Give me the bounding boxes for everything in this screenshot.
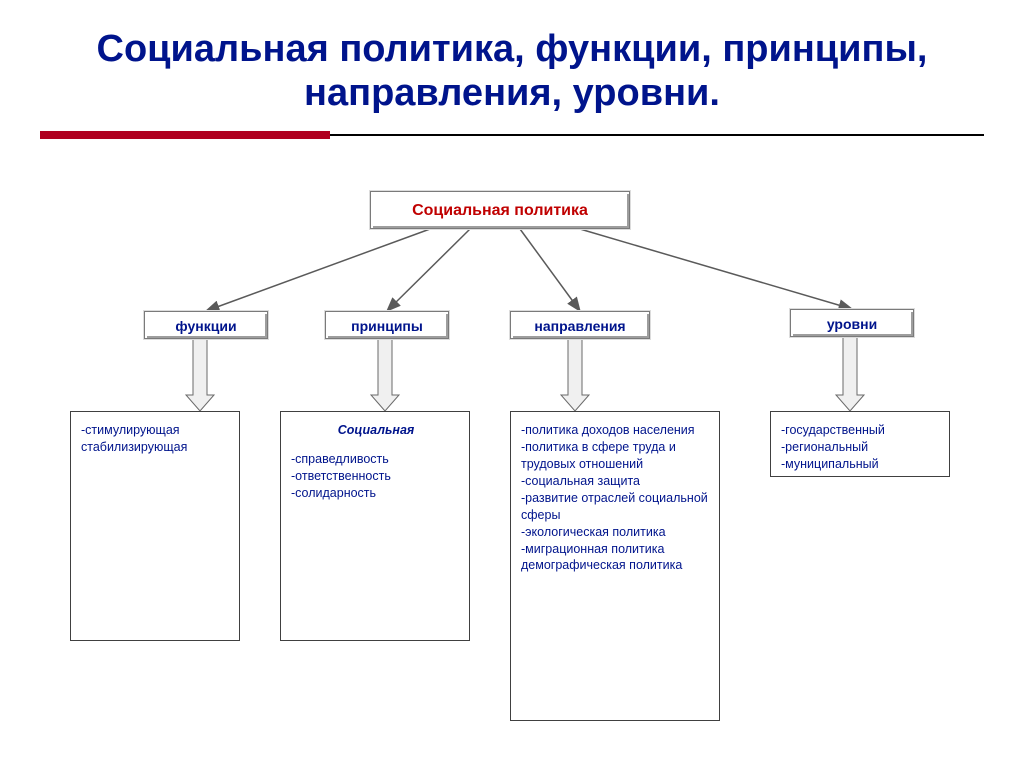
leaf-heading: Социальная xyxy=(291,422,461,439)
leaf-item: -развитие отраслей социальной сферы xyxy=(521,490,711,524)
leaf-item: -солидарность xyxy=(291,485,461,502)
leaf-direct: -политика доходов населения-политика в с… xyxy=(510,411,720,721)
block-arrow xyxy=(561,339,589,411)
branch-levels: уровни xyxy=(790,309,914,337)
branch-funcs: функции xyxy=(144,311,268,339)
leaf-item: -муниципальный xyxy=(781,456,941,473)
title-rule xyxy=(40,131,984,141)
leaf-item: -государственный xyxy=(781,422,941,439)
leaf-item: -экологическая политика xyxy=(521,524,711,541)
leaf-item: -политика в сфере труда и трудовых отнош… xyxy=(521,439,711,473)
connector-line xyxy=(206,229,430,311)
connector-line xyxy=(387,229,470,311)
leaf-item: -миграционная политика демографическая п… xyxy=(521,541,711,575)
connector-line xyxy=(580,229,852,309)
leaf-levels: -государственный-региональный-муниципаль… xyxy=(770,411,950,477)
root-label: Социальная политика xyxy=(412,202,588,219)
branch-direct: направления xyxy=(510,311,650,339)
block-arrow xyxy=(836,337,864,411)
slide-title: Социальная политика, функции, принципы, … xyxy=(0,0,1024,127)
leaf-princ: Социальная -справедливость-ответственност… xyxy=(280,411,470,641)
connector-line xyxy=(520,229,580,311)
diagram-canvas: Социальная политика функции принципы напра… xyxy=(0,141,1024,761)
leaf-item: -справедливость xyxy=(291,451,461,468)
leaf-funcs: -стимулирующаястабилизирующая xyxy=(70,411,240,641)
block-arrow xyxy=(186,339,214,411)
leaf-item: -политика доходов населения xyxy=(521,422,711,439)
leaf-item: -стимулирующая xyxy=(81,422,231,439)
leaf-item: -региональный xyxy=(781,439,941,456)
block-arrow xyxy=(371,339,399,411)
branch-princ: принципы xyxy=(325,311,449,339)
title-rule-accent xyxy=(40,131,330,139)
root-node: Социальная политика xyxy=(370,191,630,229)
leaf-item: -ответственность xyxy=(291,468,461,485)
leaf-item: стабилизирующая xyxy=(81,439,231,456)
leaf-item: -социальная защита xyxy=(521,473,711,490)
